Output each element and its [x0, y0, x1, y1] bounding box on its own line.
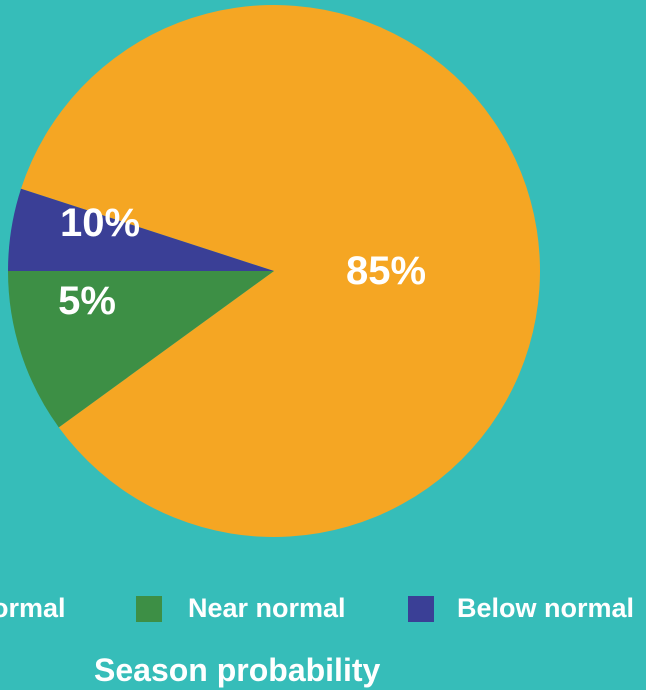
slice-label-above-normal: 85%: [346, 249, 426, 293]
legend-swatch-near-normal: [136, 596, 162, 622]
legend-label-above-normal: ormal: [0, 593, 66, 623]
legend-swatch-below-normal: [408, 596, 434, 622]
pie-slice-below-normal: [8, 188, 274, 271]
pie-slices: [8, 5, 540, 538]
legend: ormal Near normal Below normal: [0, 593, 634, 623]
slice-label-near-normal: 10%: [60, 201, 140, 245]
legend-label-below-normal: Below normal: [457, 593, 634, 623]
pie-slice-near-normal: [8, 271, 274, 428]
pie-slice-labels: 85% 10% 5%: [58, 201, 426, 323]
pie-slice-above-normal: [21, 5, 540, 538]
legend-label-near-normal: Near normal: [188, 593, 346, 623]
slice-label-below-normal: 5%: [58, 279, 116, 323]
chart-title: Season probability: [94, 652, 380, 688]
